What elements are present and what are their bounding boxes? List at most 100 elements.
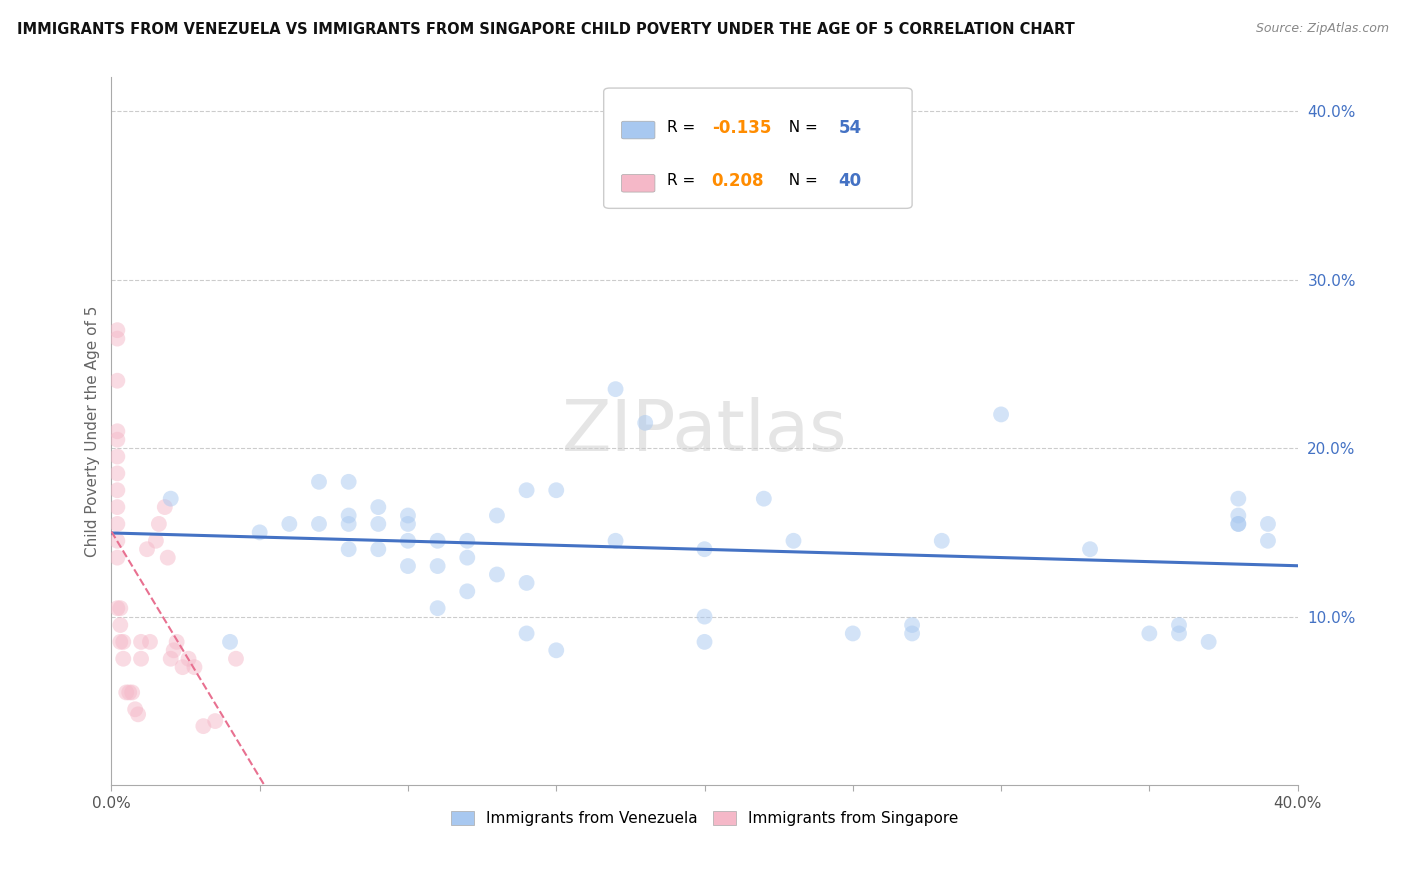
Text: 0.208: 0.208 — [711, 172, 763, 190]
Point — [172, 660, 194, 674]
Point — [901, 626, 924, 640]
Point — [516, 626, 538, 640]
Point — [105, 332, 128, 346]
Point — [105, 424, 128, 438]
Point — [308, 516, 330, 531]
Point — [516, 575, 538, 590]
Point — [485, 567, 508, 582]
Point — [456, 584, 478, 599]
Text: 40: 40 — [838, 172, 862, 190]
Point — [159, 651, 181, 665]
FancyBboxPatch shape — [603, 88, 912, 209]
Text: N =: N = — [779, 120, 823, 136]
Point — [1198, 635, 1220, 649]
Point — [396, 533, 419, 548]
Point — [605, 382, 627, 396]
Point — [105, 467, 128, 481]
Point — [105, 323, 128, 337]
Point — [110, 601, 132, 615]
Legend: Immigrants from Venezuela, Immigrants from Singapore: Immigrants from Venezuela, Immigrants fr… — [443, 804, 966, 834]
Point — [153, 500, 176, 514]
Point — [901, 618, 924, 632]
Point — [159, 491, 181, 506]
Point — [516, 483, 538, 498]
Point — [105, 374, 128, 388]
Point — [1257, 516, 1279, 531]
Point — [129, 651, 152, 665]
Point — [225, 651, 247, 665]
Point — [112, 635, 135, 649]
Point — [1168, 626, 1191, 640]
Point — [145, 533, 167, 548]
Point — [752, 491, 775, 506]
Point — [148, 516, 170, 531]
Text: -0.135: -0.135 — [711, 119, 770, 136]
Point — [337, 516, 360, 531]
Text: Source: ZipAtlas.com: Source: ZipAtlas.com — [1256, 22, 1389, 36]
Text: 54: 54 — [838, 119, 862, 136]
Point — [842, 626, 865, 640]
Point — [1257, 533, 1279, 548]
Point — [118, 685, 141, 699]
Point — [396, 508, 419, 523]
Text: R =: R = — [666, 120, 700, 136]
Point — [693, 609, 716, 624]
Point — [396, 516, 419, 531]
Point — [367, 500, 389, 514]
Point — [139, 635, 162, 649]
Point — [990, 408, 1012, 422]
Point — [219, 635, 242, 649]
Text: R =: R = — [666, 173, 700, 188]
Point — [1078, 542, 1101, 557]
Point — [1137, 626, 1160, 640]
Point — [121, 685, 143, 699]
Point — [105, 550, 128, 565]
Point — [1227, 516, 1250, 531]
Text: IMMIGRANTS FROM VENEZUELA VS IMMIGRANTS FROM SINGAPORE CHILD POVERTY UNDER THE A: IMMIGRANTS FROM VENEZUELA VS IMMIGRANTS … — [17, 22, 1074, 37]
Point — [426, 559, 449, 574]
Point — [931, 533, 953, 548]
Point — [693, 542, 716, 557]
Point — [183, 660, 205, 674]
Point — [105, 433, 128, 447]
Y-axis label: Child Poverty Under the Age of 5: Child Poverty Under the Age of 5 — [86, 306, 100, 557]
FancyBboxPatch shape — [621, 121, 655, 139]
Point — [110, 635, 132, 649]
Point — [105, 483, 128, 498]
Point — [782, 533, 804, 548]
Point — [634, 416, 657, 430]
Point — [546, 483, 568, 498]
FancyBboxPatch shape — [621, 175, 655, 192]
Text: N =: N = — [779, 173, 823, 188]
Point — [456, 550, 478, 565]
Point — [105, 601, 128, 615]
Point — [105, 450, 128, 464]
Point — [1168, 618, 1191, 632]
Point — [124, 702, 146, 716]
Point — [693, 635, 716, 649]
Point — [112, 651, 135, 665]
Point — [110, 618, 132, 632]
Point — [426, 601, 449, 615]
Point — [105, 516, 128, 531]
Point — [1227, 516, 1250, 531]
Text: ZIPatlas: ZIPatlas — [562, 397, 848, 466]
Point — [546, 643, 568, 657]
Point — [1227, 508, 1250, 523]
Point — [337, 475, 360, 489]
Point — [163, 643, 186, 657]
Point — [249, 525, 271, 540]
Point — [485, 508, 508, 523]
Point — [367, 542, 389, 557]
Point — [115, 685, 138, 699]
Point — [337, 542, 360, 557]
Point — [1227, 491, 1250, 506]
Point — [136, 542, 159, 557]
Point — [426, 533, 449, 548]
Point — [129, 635, 152, 649]
Point — [308, 475, 330, 489]
Point — [177, 651, 200, 665]
Point — [278, 516, 301, 531]
Point — [166, 635, 188, 649]
Point — [156, 550, 179, 565]
